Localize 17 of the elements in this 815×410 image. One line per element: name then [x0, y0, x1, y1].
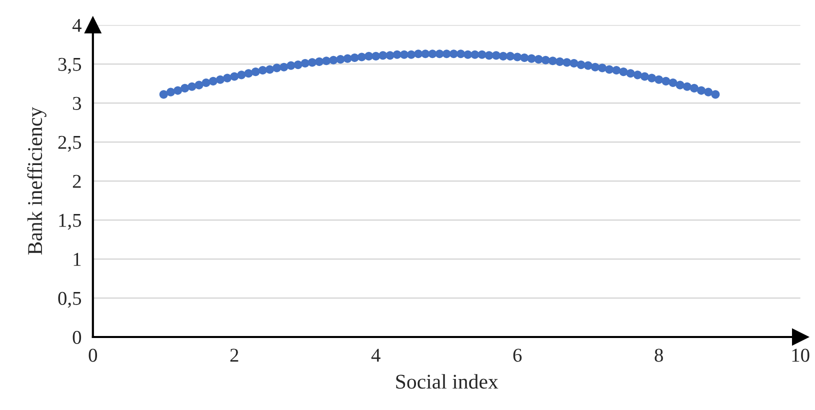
x-tick-label: 6	[513, 348, 522, 362]
y-tick-label: 2	[72, 174, 81, 188]
y-tick-label: 3,5	[58, 58, 82, 74]
y-tick-label: 3	[73, 96, 82, 110]
y-tick-label: 1,5	[59, 214, 82, 230]
x-tick-label: 4	[371, 348, 380, 362]
y-tick-label: 0	[72, 330, 82, 344]
y-axis-title: Bank inefficiency	[27, 106, 46, 255]
x-tick-label: 8	[654, 348, 663, 362]
x-tick-label: 10	[792, 348, 810, 362]
x-axis-title: Social index	[396, 374, 498, 389]
x-tick-label: 0	[88, 348, 98, 362]
y-tick-label: 4	[72, 18, 82, 32]
y-tick-label: 2,5	[58, 136, 82, 152]
y-tick-label: 1	[74, 252, 81, 266]
x-tick-label: 2	[230, 348, 238, 362]
y-tick-label: 0,5	[58, 292, 82, 308]
